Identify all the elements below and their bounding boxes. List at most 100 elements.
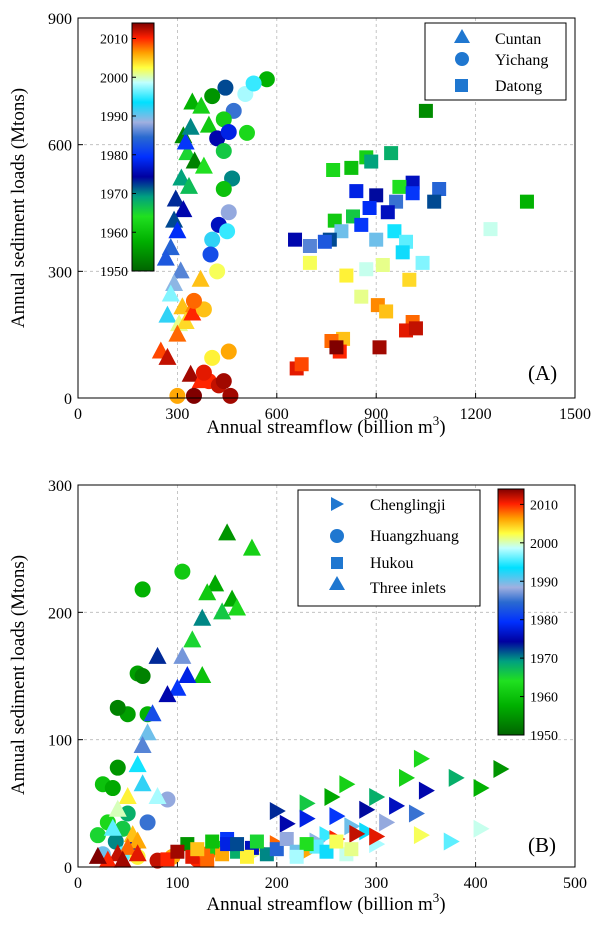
- data-point-chenglingji: [299, 794, 316, 813]
- x-tick-label-a: 300: [165, 406, 189, 423]
- data-point-cuntan: [176, 132, 195, 150]
- legend-b: Chenglingji Huangzhuang Hukou Three inle…: [297, 489, 481, 607]
- data-point-datong: [288, 232, 303, 247]
- data-point-yichang: [220, 124, 237, 140]
- data-point-yichang: [238, 124, 255, 141]
- data-point-chenglingji: [299, 809, 316, 828]
- data-point-chenglingji: [349, 824, 366, 843]
- data-point-datong: [427, 194, 442, 209]
- data-point-three-inlets: [213, 602, 232, 620]
- data-point-yichang: [258, 71, 275, 88]
- data-point-huangzhuang: [89, 827, 106, 844]
- y-tick-label-a: 0: [64, 391, 72, 408]
- colorbar-tick-label-b: 2010: [530, 498, 558, 513]
- data-point-chenglingji: [324, 787, 341, 806]
- x-axis-label-a: Annual streamflow (billion m3): [206, 413, 445, 438]
- data-point-cuntan: [178, 143, 197, 161]
- data-point-cuntan: [179, 176, 198, 194]
- legend-marker-hukou: [331, 557, 343, 569]
- x-tick-label-a: 1500: [559, 406, 591, 423]
- x-tick-label-b: 400: [464, 875, 488, 892]
- data-point-cuntan: [161, 284, 180, 302]
- data-point-hukou: [289, 849, 304, 864]
- data-point-three-inlets: [198, 583, 217, 601]
- x-axis-label-b-sup: 3: [433, 890, 440, 905]
- y-tick-label-b: 200: [48, 605, 72, 622]
- data-point-chenglingji: [413, 749, 430, 768]
- y-tick-label-a: 900: [48, 11, 72, 28]
- data-point-three-inlets: [113, 850, 132, 868]
- colorbar-ticks-b: 1950 1960 1970 1980 1990 2000 2010: [520, 498, 558, 744]
- data-point-cuntan: [171, 261, 190, 279]
- data-point-datong: [483, 222, 498, 237]
- data-point-chenglingji: [473, 779, 490, 798]
- data-point-datong: [432, 182, 447, 196]
- x-axis-label-a-close: ): [439, 417, 445, 438]
- data-point-huangzhuang: [119, 805, 136, 822]
- data-point-chenglingji: [399, 768, 416, 787]
- colorbar-tick-label-b: 1990: [530, 575, 558, 590]
- colorbar-tick-label-b: 1960: [530, 691, 558, 706]
- data-point-yichang: [209, 263, 226, 280]
- data-point-huangzhuang: [107, 833, 124, 850]
- legend-box-a: [424, 22, 567, 101]
- y-axis-label-a: Annual sediment loads (Mtons): [8, 88, 29, 328]
- data-point-three-inlets: [178, 666, 197, 683]
- data-point-datong: [317, 234, 332, 249]
- data-point-hukou: [170, 844, 185, 859]
- colorbar-tick-label-b: 1950: [530, 729, 558, 744]
- data-point-hukou: [205, 834, 220, 849]
- data-point-yichang: [215, 143, 232, 159]
- data-point-three-inlets: [183, 630, 202, 648]
- panel-label-a: (A): [528, 361, 557, 385]
- data-point-cuntan: [158, 305, 177, 323]
- data-point-chenglingji: [448, 768, 465, 787]
- data-point-cuntan: [183, 303, 202, 321]
- data-point-datong: [379, 304, 394, 319]
- data-point-three-inlets: [133, 774, 152, 792]
- legend-box-b: [297, 489, 481, 607]
- data-point-datong: [364, 154, 379, 169]
- data-point-huangzhuang: [139, 814, 156, 831]
- data-point-hukou: [279, 831, 294, 846]
- data-point-chenglingji: [443, 832, 460, 851]
- data-point-huangzhuang: [109, 759, 126, 776]
- y-tick-label-b: 0: [64, 860, 72, 877]
- data-point-datong: [359, 262, 374, 277]
- data-point-three-inlets: [158, 685, 177, 703]
- colorbar-a: [131, 22, 155, 272]
- data-point-datong: [405, 186, 420, 201]
- colorbar-tick-label-a: 1990: [100, 110, 128, 125]
- data-point-cuntan: [158, 347, 177, 365]
- colorbar-tick-label-a: 1980: [100, 149, 128, 164]
- data-point-three-inlets: [193, 608, 212, 626]
- y-tick-label-a: 600: [48, 138, 72, 155]
- data-point-chenglingji: [389, 796, 406, 815]
- data-point-three-inlets: [133, 736, 152, 754]
- x-axis-label-a-text: Annual streamflow (billion m: [206, 417, 433, 438]
- colorbar-tick-label-a: 1970: [100, 188, 128, 203]
- data-point-datong: [327, 213, 342, 228]
- data-point-three-inlets: [173, 646, 192, 664]
- data-point-chenglingji: [369, 787, 386, 806]
- x-tick-label-b: 0: [74, 875, 82, 892]
- data-points-b: [88, 523, 510, 869]
- data-point-three-inlets: [118, 837, 137, 855]
- data-point-chenglingji: [379, 813, 396, 832]
- x-tick-label-a: 0: [74, 406, 82, 423]
- data-point-datong: [384, 146, 399, 161]
- data-point-cuntan: [168, 324, 187, 342]
- data-point-three-inlets: [168, 678, 187, 696]
- plot-frame-b: [77, 484, 576, 868]
- data-point-hukou: [299, 837, 314, 852]
- data-point-three-inlets: [128, 755, 147, 773]
- data-point-cuntan: [165, 274, 184, 291]
- x-axis-label-b: Annual streamflow (billion m3): [206, 890, 445, 915]
- data-point-datong: [392, 179, 407, 194]
- data-point-chenglingji: [493, 759, 510, 778]
- x-tick-label-a: 600: [265, 406, 289, 423]
- data-point-yichang: [204, 231, 221, 248]
- data-point-yichang: [220, 343, 237, 360]
- legend-marker-huangzhuang: [330, 529, 344, 543]
